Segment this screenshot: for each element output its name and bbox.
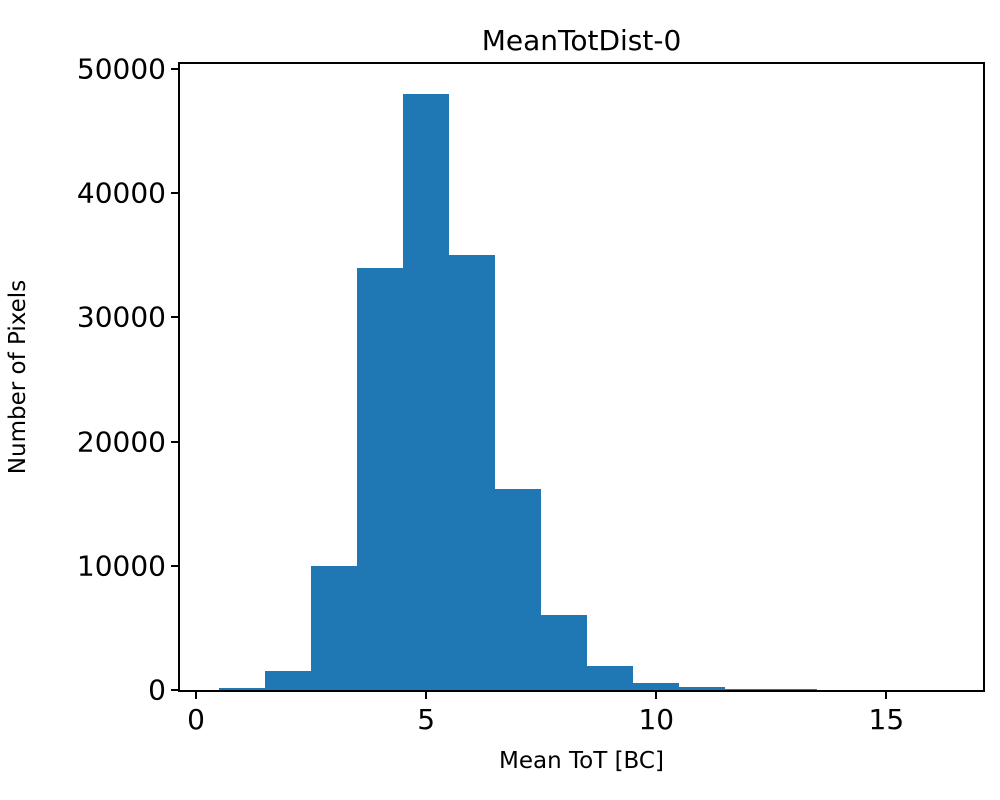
y-tick-label: 20000 [76, 425, 166, 459]
histogram-bar [495, 488, 542, 690]
histogram-bar [679, 686, 726, 690]
y-tick-mark [171, 440, 180, 443]
histogram-bar [403, 93, 450, 690]
y-axis-label: Number of Pixels [5, 279, 31, 475]
x-tick-mark [195, 690, 198, 699]
chart-title: MeanTotDist-0 [481, 24, 682, 57]
x-axis-label: Mean ToT [BC] [499, 748, 664, 774]
y-tick-mark [171, 192, 180, 195]
x-tick-label: 5 [417, 703, 436, 736]
y-tick-mark [171, 564, 180, 567]
histogram-bar [219, 688, 266, 690]
histogram-bar [587, 666, 634, 690]
x-tick-mark [885, 690, 888, 699]
histogram-bar [771, 689, 818, 690]
y-tick-label: 30000 [76, 300, 166, 334]
y-tick-mark [171, 67, 180, 70]
plot-area: 0 5 10 15 0 10000 20000 30000 40000 50000 [77, 52, 985, 736]
histogram-bar [265, 671, 312, 690]
x-tick-label: 15 [868, 703, 905, 736]
y-tick-label: 40000 [76, 176, 166, 210]
x-tick-mark [655, 690, 658, 699]
histogram-bar [449, 255, 496, 690]
histogram-bar [541, 615, 588, 690]
y-tick-label: 10000 [76, 549, 166, 583]
y-tick-label: 50000 [76, 52, 166, 86]
x-tick-label: 10 [638, 703, 675, 736]
x-tick-label: 0 [187, 703, 206, 736]
y-tick-label: 0 [148, 673, 166, 707]
x-tick-mark [425, 690, 428, 699]
histogram-bar [725, 688, 772, 690]
histogram-bar [633, 682, 680, 690]
histogram-bar [311, 565, 358, 690]
y-tick-mark [171, 316, 180, 319]
histogram-bar [357, 267, 404, 690]
y-tick-mark [171, 689, 180, 691]
